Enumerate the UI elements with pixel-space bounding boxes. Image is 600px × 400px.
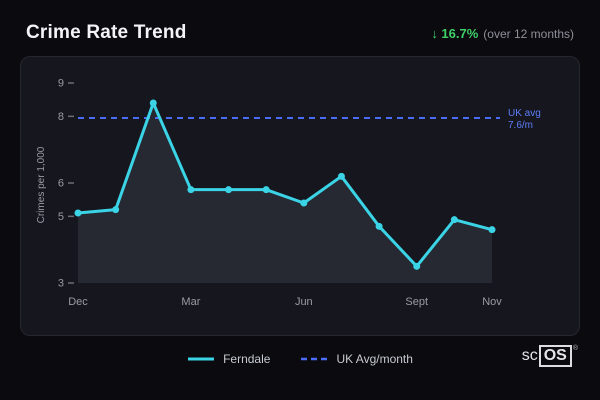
trend-delta: ↓ 16.7% — [431, 26, 479, 41]
y-tick-label: 9 — [58, 78, 64, 90]
chart-data-point[interactable] — [375, 222, 383, 230]
y-tick-label: 3 — [58, 278, 64, 290]
chart-data-point[interactable] — [488, 226, 496, 234]
x-tick-label: Nov — [482, 296, 502, 308]
legend-label: UK Avg/month — [336, 352, 413, 366]
y-tick-label: 8 — [58, 111, 64, 123]
x-tick-label: Jun — [295, 296, 313, 308]
page-title: Crime Rate Trend — [26, 22, 187, 43]
y-axis-label: Crimes per 1,000 — [36, 146, 47, 223]
trend-summary: ↓ 16.7% (over 12 months) — [431, 26, 574, 41]
chart-data-point[interactable] — [337, 172, 345, 180]
chart-data-point[interactable] — [262, 186, 270, 194]
chart-legend: Ferndale UK Avg/month — [187, 352, 413, 366]
scos-logo: sc OS ® — [522, 345, 578, 367]
chart-data-point[interactable] — [187, 186, 195, 194]
series-area-fill — [78, 103, 492, 283]
y-tick-label: 6 — [58, 178, 64, 190]
chart-data-point[interactable] — [413, 262, 421, 270]
chart-data-point[interactable] — [112, 206, 120, 214]
registered-mark: ® — [572, 345, 578, 352]
ferndale-line — [76, 101, 494, 268]
logo-boxed: OS — [538, 345, 572, 367]
solid-line-swatch-icon — [188, 357, 215, 361]
crime-trend-chart: Crimes per 1,000 9 8 6 5 3 Dec Mar Jun Sept Nov UK… — [36, 78, 541, 309]
header: Crime Rate Trend ↓ 16.7% (over 12 months) — [0, 0, 600, 56]
dashed-line-swatch-icon — [301, 357, 328, 361]
x-tick-label: Mar — [181, 296, 200, 308]
logo-prefix: sc — [521, 347, 538, 364]
uk-avg-annotation-line1: UK avg — [508, 108, 541, 119]
x-tick-label: Dec — [68, 296, 88, 308]
chart-data-point[interactable] — [149, 99, 157, 107]
chart-data-point[interactable] — [300, 199, 308, 207]
legend-item-uk-avg[interactable]: UK Avg/month — [300, 352, 413, 366]
uk-avg-annotation-line2: 7.6/m — [508, 120, 533, 131]
chart-card: Crimes per 1,000 9 8 6 5 3 Dec Mar Jun Sept Nov UK… — [20, 56, 580, 336]
chart-data-point[interactable] — [450, 216, 458, 224]
chart-data-point[interactable] — [225, 186, 233, 194]
x-tick-label: Sept — [405, 296, 428, 308]
legend-label: Ferndale — [223, 352, 271, 366]
y-tick-label: 5 — [58, 211, 64, 223]
chart-data-point[interactable] — [74, 209, 82, 217]
legend-item-ferndale[interactable]: Ferndale — [187, 352, 270, 366]
trend-period: (over 12 months) — [483, 27, 574, 41]
footer: Ferndale UK Avg/month sc OS ® — [0, 336, 600, 382]
